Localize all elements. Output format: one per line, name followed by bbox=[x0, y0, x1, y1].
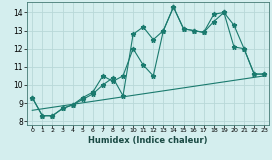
X-axis label: Humidex (Indice chaleur): Humidex (Indice chaleur) bbox=[88, 136, 208, 145]
